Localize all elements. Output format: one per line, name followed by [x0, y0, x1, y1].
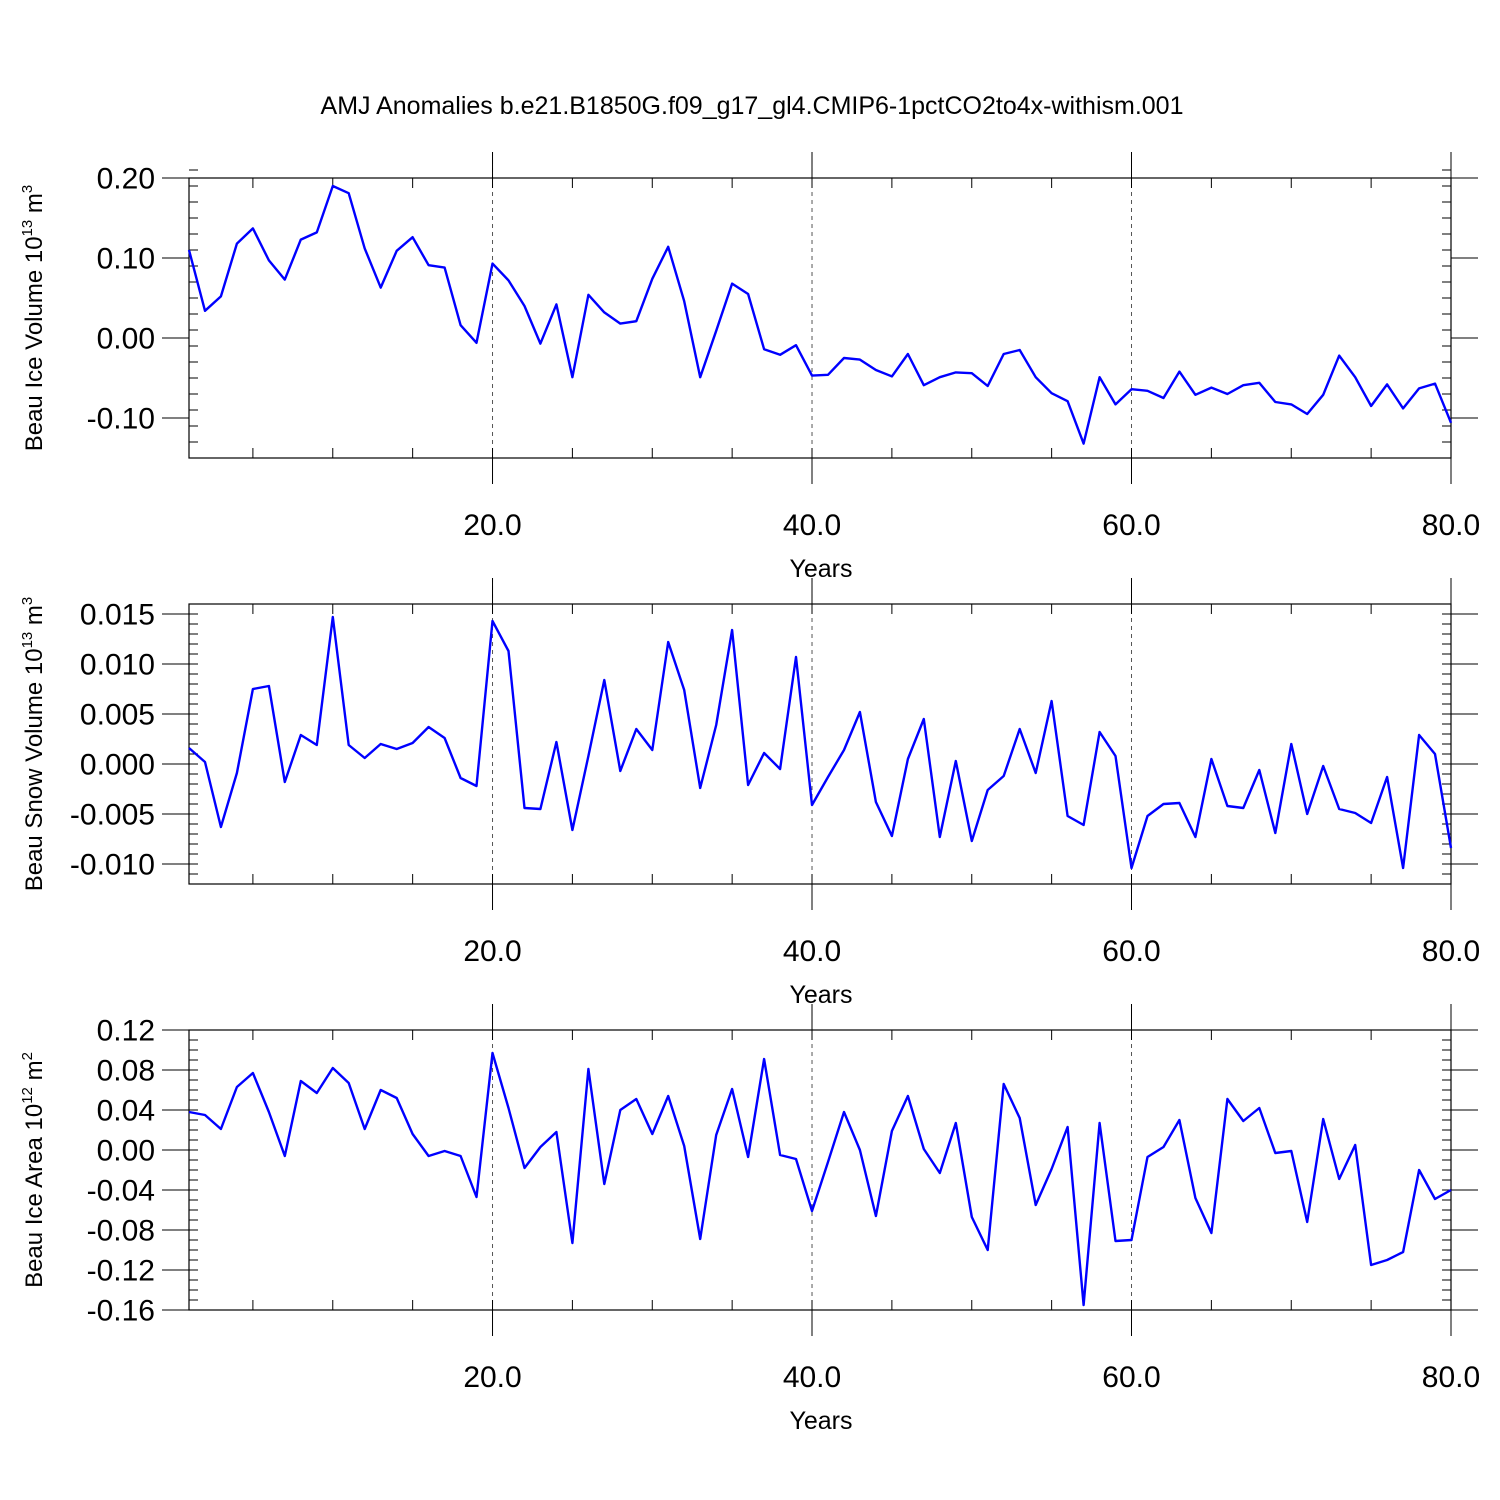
y-axis-label: Beau Ice Area 1012 m2	[19, 1052, 48, 1288]
y-axis-label-part: 10	[21, 648, 48, 681]
y-tick-label: -0.16	[87, 1295, 155, 1328]
x-tick-label: 40.0	[783, 935, 841, 968]
x-tick-label: 40.0	[783, 509, 841, 542]
y-tick-label: 0.00	[97, 1135, 155, 1168]
x-axis-label: Years	[789, 555, 852, 583]
x-tick-label: 20.0	[463, 1361, 521, 1394]
y-axis-label-part: 12	[19, 1087, 36, 1104]
plot-frame	[188, 177, 1452, 459]
y-tick-label: 0.10	[97, 243, 155, 276]
y-axis-label-part: 10	[21, 236, 48, 269]
x-tick-label: 80.0	[1422, 1361, 1480, 1394]
plot-frame	[188, 603, 1452, 885]
y-axis-label-part: 3	[19, 185, 36, 193]
y-tick-label: 0.015	[80, 599, 155, 632]
y-axis-label-part: Beau Snow Volume	[21, 682, 48, 891]
y-tick-label: 0.04	[97, 1095, 155, 1128]
y-axis-label-part: m	[21, 1060, 48, 1087]
y-axis-label: Beau Snow Volume 1013 m3	[19, 597, 48, 892]
data-line-series-1	[188, 615, 1453, 870]
y-tick-label: 0.005	[80, 699, 155, 732]
y-tick-label: 0.010	[80, 649, 155, 682]
y-axis-label-part: m	[21, 193, 48, 220]
y-axis-label-part: 2	[19, 1052, 36, 1060]
x-tick-label: 60.0	[1102, 1361, 1160, 1394]
x-tick-label: 20.0	[463, 935, 521, 968]
y-tick-label: -0.08	[87, 1215, 155, 1248]
x-tick-label: 80.0	[1422, 509, 1480, 542]
y-tick-label: 0.000	[80, 749, 155, 782]
y-tick-label: 0.12	[97, 1015, 155, 1048]
panel-1: -0.10 0.00 0.10 0.20 20.0 40.0 60.0 80.0 Years Be…	[19, 152, 1480, 583]
y-tick-label: -0.10	[87, 403, 155, 436]
y-axis-label-part: Beau Ice Volume	[21, 270, 48, 451]
y-tick-label: -0.12	[87, 1255, 155, 1288]
y-axis-label: Beau Ice Volume 1013 m3	[19, 185, 48, 452]
panel-2: -0.010 -0.005 0.000 0.005 0.010 0.015 20.0 40.0…	[19, 578, 1480, 1009]
y-tick-label: 0.08	[97, 1055, 155, 1088]
y-axis-label-part: 13	[19, 220, 36, 237]
y-axis-label-part: 13	[19, 632, 36, 649]
chart-title: AMJ Anomalies b.e21.B1850G.f09_g17_gl4.C…	[321, 92, 1184, 120]
data-line-series-1	[187, 184, 1453, 445]
x-tick-label: 60.0	[1102, 935, 1160, 968]
x-axis-label: Years	[789, 981, 852, 1009]
data-line-series-1	[188, 1051, 1452, 1307]
plot-frame	[188, 1029, 1452, 1311]
y-tick-label: 0.00	[97, 323, 155, 356]
y-tick-label: -0.005	[70, 799, 155, 832]
y-tick-label: 0.20	[97, 163, 155, 196]
y-axis-label-part: m	[21, 605, 48, 632]
y-tick-label: -0.04	[87, 1175, 155, 1208]
x-tick-label: 60.0	[1102, 509, 1160, 542]
y-axis-label-part: Beau Ice Area	[21, 1137, 48, 1288]
y-axis-label-part: 10	[21, 1104, 48, 1137]
x-axis-label: Years	[789, 1407, 852, 1435]
x-tick-label: 20.0	[463, 509, 521, 542]
y-axis-label-part: 3	[19, 597, 36, 605]
y-tick-label: -0.010	[70, 849, 155, 882]
x-tick-label: 40.0	[783, 1361, 841, 1394]
panel-3: -0.16 -0.12 -0.08 -0.04 0.00 0.04 0.08 0.12 20.0…	[19, 1004, 1480, 1435]
x-tick-label: 80.0	[1422, 935, 1480, 968]
